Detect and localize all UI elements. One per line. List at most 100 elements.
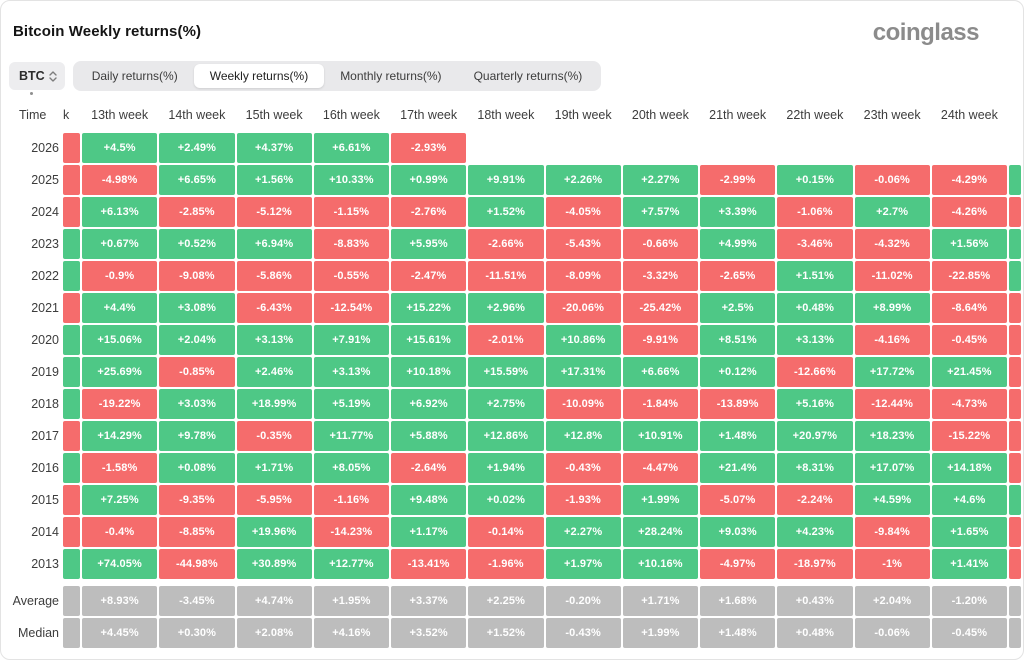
return-cell: +2.75% <box>468 389 544 419</box>
return-cell: +6.61% <box>313 133 389 163</box>
right-partial-cell <box>1009 389 1021 419</box>
return-cell: -0.9% <box>82 261 158 291</box>
table-row-2013: 2013 +74.05% -44.98% +30.89% +12.77% -13.41% -… <box>7 549 1021 579</box>
return-cell <box>932 133 1007 163</box>
column-header-22th-week: 22th week <box>786 108 844 122</box>
return-cell: -3.46% <box>777 229 853 259</box>
right-partial-cell <box>1009 165 1021 195</box>
right-partial-cell <box>1009 517 1021 547</box>
return-cell: +4.5% <box>82 133 158 163</box>
left-partial-cell <box>63 421 80 451</box>
return-cell: -2.01% <box>468 325 544 355</box>
return-cell: +3.08% <box>159 293 235 323</box>
return-cell: +3.39% <box>700 197 776 227</box>
return-cell: -10.09% <box>545 389 621 419</box>
return-cell <box>468 133 543 163</box>
row-label: 2015 <box>31 493 59 507</box>
return-cell: -1.06% <box>777 197 853 227</box>
return-cell: +1.17% <box>391 517 467 547</box>
tab-weekly-returns[interactable]: Weekly returns(%) <box>193 64 325 88</box>
return-cell: -2.65% <box>700 261 776 291</box>
table-row-2014: 2014 -0.4% -8.85% +19.96% -14.23% +1.17% -0.14… <box>7 517 1021 547</box>
return-cell: +1.99% <box>622 485 698 515</box>
row-label: 2013 <box>31 557 59 571</box>
return-cell: -4.26% <box>931 197 1007 227</box>
return-cell: +1.48% <box>700 421 776 451</box>
return-cell: +2.27% <box>622 165 698 195</box>
return-cell: +21.4% <box>700 453 776 483</box>
topbar: Bitcoin Weekly returns(%) coinglass <box>1 1 1023 45</box>
return-cell: +0.43% <box>777 586 853 616</box>
table-row-2026: 2026 +4.5% +2.49% +4.37% +6.61% -2.93% <box>7 133 1021 163</box>
return-cell: +1.97% <box>545 549 621 579</box>
row-label: Median <box>18 626 59 640</box>
return-cell: +8.93% <box>82 586 158 616</box>
returns-period-tabs: Daily returns(%) Weekly returns(%) Monthly… <box>72 61 602 91</box>
tab-quarterly-returns[interactable]: Quarterly returns(%) <box>458 64 599 88</box>
return-cell: +10.16% <box>622 549 698 579</box>
return-cell: -1.15% <box>313 197 389 227</box>
coin-selector[interactable]: BTC <box>9 62 65 90</box>
return-cell: -1.58% <box>82 453 158 483</box>
row-label: 2020 <box>31 333 59 347</box>
return-cell: +2.96% <box>468 293 544 323</box>
return-cell: -2.93% <box>391 133 467 163</box>
column-header-right-partial <box>1009 105 1021 125</box>
return-cell: -0.45% <box>931 618 1007 648</box>
return-cell: +4.45% <box>82 618 158 648</box>
return-cell: -4.97% <box>700 549 776 579</box>
return-cell: -0.85% <box>159 357 235 387</box>
return-cell: +25.69% <box>82 357 158 387</box>
table-row-2019: 2019 +25.69% -0.85% +2.46% +3.13% +10.18% +15.… <box>7 357 1021 387</box>
return-cell: -9.84% <box>854 517 930 547</box>
return-cell: -0.20% <box>545 586 621 616</box>
return-cell: +18.99% <box>236 389 312 419</box>
table-row-2018: 2018 -19.22% +3.03% +18.99% +5.19% +6.92% +2.7… <box>7 389 1021 419</box>
return-cell: +4.74% <box>236 586 312 616</box>
return-cell: -44.98% <box>159 549 235 579</box>
tab-monthly-returns[interactable]: Monthly returns(%) <box>324 64 457 88</box>
return-cell: +1.52% <box>468 618 544 648</box>
return-cell: -4.16% <box>854 325 930 355</box>
return-cell: -1% <box>854 549 930 579</box>
row-label: 2019 <box>31 365 59 379</box>
return-cell: -25.42% <box>622 293 698 323</box>
left-partial-cell <box>63 586 80 616</box>
left-partial-cell <box>63 165 80 195</box>
column-header-13th-week: 13th week <box>91 108 149 122</box>
return-cell: -22.85% <box>931 261 1007 291</box>
return-cell: +2.7% <box>854 197 930 227</box>
coin-selector-indicator-dot <box>30 92 33 95</box>
return-cell: -4.47% <box>622 453 698 483</box>
return-cell: +15.61% <box>391 325 467 355</box>
table-row-2025: 2025 -4.98% +6.65% +1.56% +10.33% +0.99% +9.91… <box>7 165 1021 195</box>
return-cell: -4.98% <box>82 165 158 195</box>
left-partial-cell <box>63 325 80 355</box>
tab-daily-returns[interactable]: Daily returns(%) <box>76 64 194 88</box>
return-cell: +15.06% <box>82 325 158 355</box>
return-cell: -5.07% <box>700 485 776 515</box>
return-cell: -4.32% <box>854 229 930 259</box>
return-cell: -2.47% <box>391 261 467 291</box>
return-cell: +3.13% <box>777 325 853 355</box>
return-cell: +3.13% <box>313 357 389 387</box>
return-cell: -18.97% <box>777 549 853 579</box>
return-cell: -0.43% <box>545 453 621 483</box>
return-cell: +3.13% <box>236 325 312 355</box>
left-partial-cell <box>63 517 80 547</box>
controls-bar: BTC Daily returns(%) Weekly returns(%) Mon… <box>9 61 1023 95</box>
return-cell: +1.95% <box>313 586 389 616</box>
return-cell: +7.25% <box>82 485 158 515</box>
return-cell: -5.43% <box>545 229 621 259</box>
coin-selector-label: BTC <box>19 69 45 83</box>
return-cell: +28.24% <box>622 517 698 547</box>
row-label: 2022 <box>31 269 59 283</box>
return-cell: -8.83% <box>313 229 389 259</box>
return-cell: +15.59% <box>468 357 544 387</box>
return-cell: -9.35% <box>159 485 235 515</box>
column-header-19th-week: 19th week <box>554 108 612 122</box>
return-cell: -9.91% <box>622 325 698 355</box>
coinglass-logo[interactable]: coinglass <box>872 19 980 46</box>
return-cell: -0.55% <box>313 261 389 291</box>
return-cell: +19.96% <box>236 517 312 547</box>
